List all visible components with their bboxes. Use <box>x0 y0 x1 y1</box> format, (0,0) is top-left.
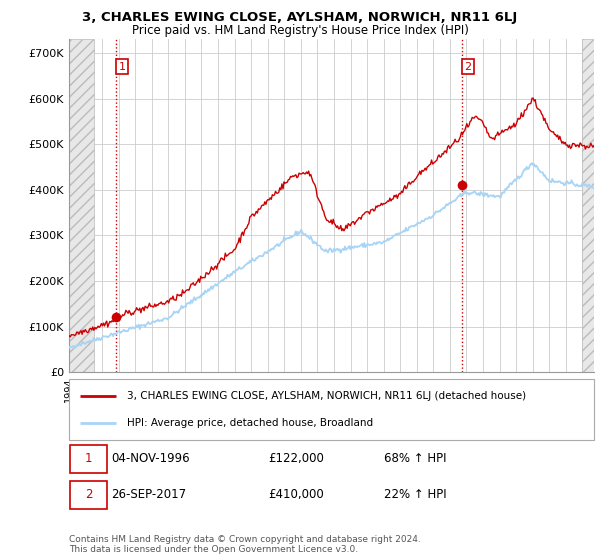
Text: 68% ↑ HPI: 68% ↑ HPI <box>384 452 446 465</box>
Text: £122,000: £122,000 <box>269 452 325 465</box>
Bar <box>69 39 94 372</box>
Text: 26-SEP-2017: 26-SEP-2017 <box>111 488 186 501</box>
FancyBboxPatch shape <box>70 445 107 473</box>
Text: 2: 2 <box>85 488 92 501</box>
Text: 3, CHARLES EWING CLOSE, AYLSHAM, NORWICH, NR11 6LJ (detached house): 3, CHARLES EWING CLOSE, AYLSHAM, NORWICH… <box>127 391 526 401</box>
Text: 3, CHARLES EWING CLOSE, AYLSHAM, NORWICH, NR11 6LJ: 3, CHARLES EWING CLOSE, AYLSHAM, NORWICH… <box>82 11 518 24</box>
Text: £410,000: £410,000 <box>269 488 324 501</box>
Text: Price paid vs. HM Land Registry's House Price Index (HPI): Price paid vs. HM Land Registry's House … <box>131 24 469 36</box>
FancyBboxPatch shape <box>69 379 594 440</box>
Bar <box>583 39 594 372</box>
Text: Contains HM Land Registry data © Crown copyright and database right 2024.
This d: Contains HM Land Registry data © Crown c… <box>69 535 421 554</box>
FancyBboxPatch shape <box>70 481 107 509</box>
Text: 1: 1 <box>119 62 125 72</box>
Text: 1: 1 <box>85 452 92 465</box>
Text: 04-NOV-1996: 04-NOV-1996 <box>111 452 190 465</box>
Text: 2: 2 <box>464 62 472 72</box>
Text: HPI: Average price, detached house, Broadland: HPI: Average price, detached house, Broa… <box>127 418 373 428</box>
Text: 22% ↑ HPI: 22% ↑ HPI <box>384 488 446 501</box>
